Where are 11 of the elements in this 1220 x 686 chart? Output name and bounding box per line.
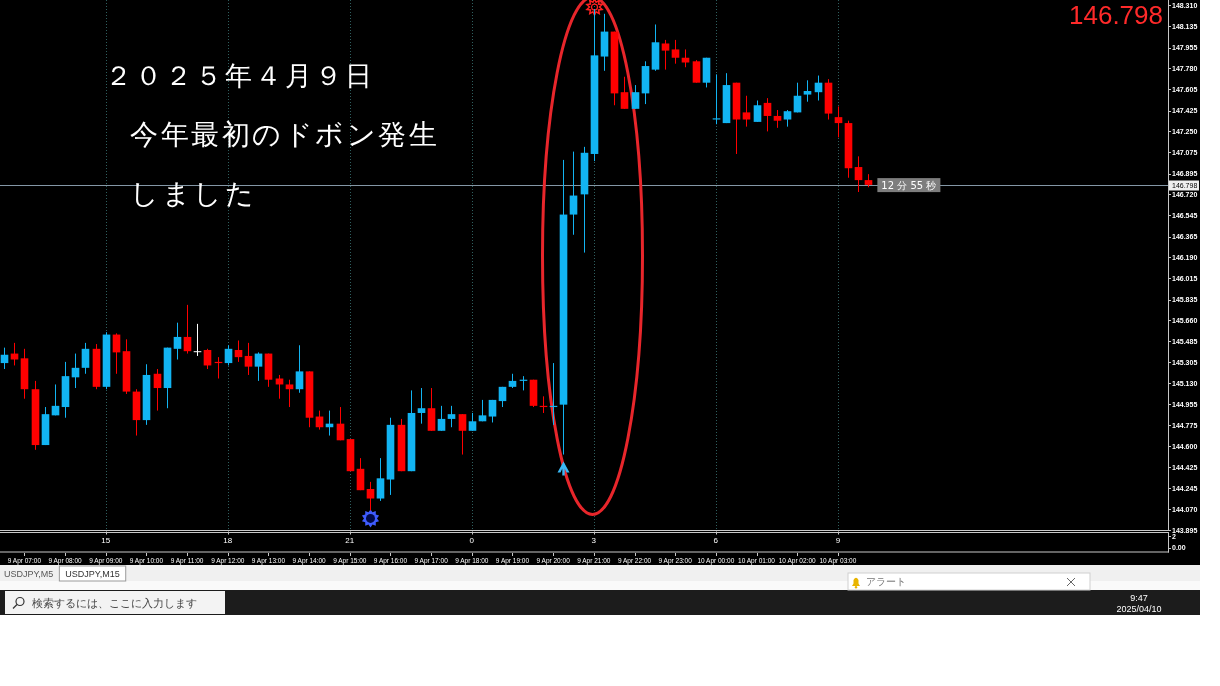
title: ２０２５年４月９日: [105, 60, 375, 91]
annotation: 2025/04/10: [1116, 604, 1162, 614]
annotation: USDJPY,M5: [4, 568, 54, 579]
annotation: 12 分 55 秒: [881, 179, 937, 191]
annotation: 9:47: [1130, 592, 1148, 603]
annotation: 検索するには、ここに入力します: [32, 597, 197, 609]
subtitle: 今年最初のドボン発生しました: [130, 118, 439, 210]
annotation: USDJPY,M15: [58, 565, 127, 582]
annotation: 146.798: [1069, 0, 1163, 30]
annotation: アラート: [866, 576, 906, 587]
annotation: 12 分 55 秒: [877, 178, 941, 193]
